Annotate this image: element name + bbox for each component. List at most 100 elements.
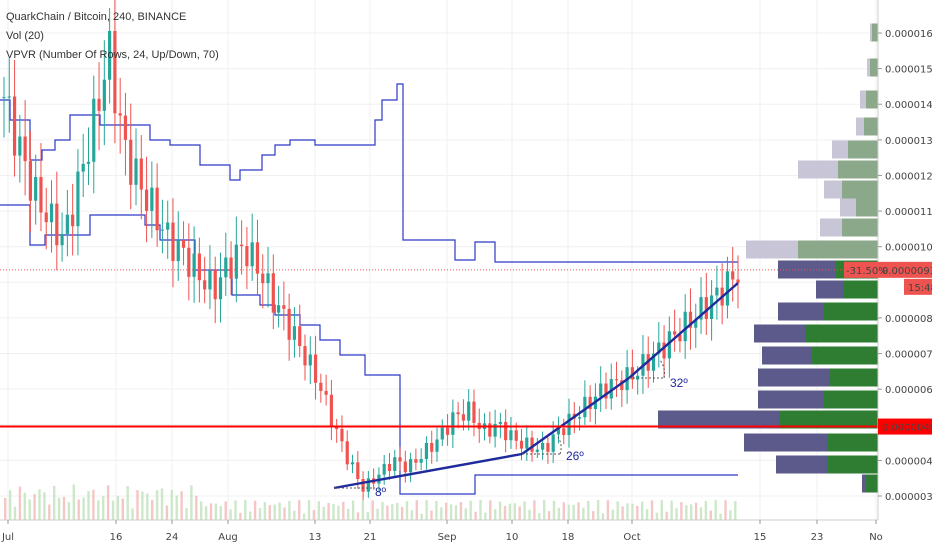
candle-body	[498, 421, 502, 424]
candle-body	[456, 412, 460, 415]
vpvr-up-row	[780, 410, 878, 429]
volume-bar	[190, 485, 193, 520]
volume-bar	[489, 500, 492, 520]
candle-body	[440, 427, 444, 440]
change-pct-label: -31.50%	[846, 266, 888, 277]
volume-bar	[454, 505, 458, 520]
candle-body	[366, 478, 370, 492]
volume-bar	[361, 500, 365, 520]
candle-body	[588, 396, 592, 409]
candle-body	[240, 244, 244, 247]
candle-body	[704, 297, 708, 319]
candle-body	[60, 233, 64, 246]
trendline-angle-label: 8º	[375, 485, 387, 499]
volume-bar	[219, 506, 222, 520]
candle-body	[519, 440, 524, 449]
volume-bar	[577, 502, 580, 520]
volume-bar	[204, 506, 208, 520]
volume-bar	[498, 501, 502, 520]
volume-bar	[513, 503, 516, 520]
candle-body	[298, 326, 302, 347]
candle-body	[345, 441, 349, 465]
volume-bar	[685, 505, 688, 520]
volume-bar	[106, 485, 110, 520]
candle-body	[108, 30, 112, 80]
candle-body	[55, 203, 59, 246]
vpvr-up-row	[830, 368, 878, 387]
volume-bar	[680, 502, 683, 520]
candle-body	[451, 412, 455, 435]
y-tick-label: 0.00001500	[885, 65, 932, 76]
trendline-1	[521, 377, 630, 455]
vpvr-up-row	[866, 474, 878, 493]
candle-body	[356, 462, 360, 480]
candle-body	[308, 354, 312, 366]
vpvr-down-row	[867, 58, 870, 77]
candle-body	[445, 427, 450, 435]
volume-bar	[690, 504, 693, 520]
volume-bar	[356, 512, 360, 520]
candle-body	[171, 222, 175, 262]
candle-body	[382, 463, 386, 475]
vpvr-down-row	[860, 90, 866, 109]
volume-bar	[268, 505, 271, 520]
volume-bar	[508, 503, 512, 520]
change-pct-box	[844, 261, 878, 278]
candle-body	[144, 189, 149, 211]
vpvr-up-row	[838, 160, 878, 179]
indicator-step-line-upper	[0, 83, 738, 263]
candle-body	[583, 396, 587, 418]
candle-body	[387, 463, 392, 472]
vpvr-up-row	[842, 218, 878, 237]
volume-bar	[572, 504, 575, 520]
candle-body	[23, 136, 27, 162]
candle-body	[678, 334, 682, 342]
candle-body	[736, 279, 740, 283]
candle-body	[673, 331, 677, 335]
volume-bar	[200, 501, 203, 520]
volume-bar	[312, 510, 316, 520]
candle-body	[488, 423, 492, 437]
volume-bar	[440, 507, 443, 520]
volume-bar	[601, 513, 605, 520]
volume-bar	[165, 505, 169, 520]
countdown-label: 15:48	[908, 283, 932, 294]
volume-bar	[18, 486, 22, 520]
candle-body	[229, 257, 233, 279]
candle-body	[282, 305, 286, 309]
vpvr-down-row	[832, 140, 848, 159]
candle-body	[546, 443, 550, 452]
volume-bar	[170, 489, 173, 520]
vpvr-up-row	[870, 58, 878, 77]
candle-body	[419, 459, 423, 463]
vpvr-up-row	[842, 180, 878, 199]
candle-body	[34, 176, 38, 201]
candle-body	[155, 187, 159, 231]
volume-bar	[48, 504, 51, 520]
candle-body	[2, 97, 6, 99]
candle-body	[435, 439, 439, 452]
volume-bar	[366, 512, 369, 520]
vpvr-up-row	[856, 198, 878, 217]
volume-bar	[430, 510, 433, 520]
volume-bar	[469, 500, 472, 520]
last-price-box	[878, 261, 932, 278]
candle-body	[192, 253, 196, 277]
volume-bar	[523, 501, 526, 520]
vpvr-up-row	[872, 23, 878, 42]
candle-body	[245, 246, 249, 267]
volume-bar	[376, 508, 379, 520]
volume-bar	[283, 507, 286, 520]
vpvr-up-row	[824, 302, 878, 321]
volume-bar	[278, 502, 281, 520]
vpvr-down-row	[816, 280, 844, 299]
volume-bar	[425, 500, 428, 520]
candle-body	[609, 379, 613, 399]
volume-bar	[351, 500, 355, 520]
candle-body	[276, 305, 281, 313]
angle-arc	[557, 436, 562, 455]
volume-bar	[214, 503, 218, 520]
candle-body	[535, 449, 539, 452]
candle-body	[150, 187, 154, 211]
